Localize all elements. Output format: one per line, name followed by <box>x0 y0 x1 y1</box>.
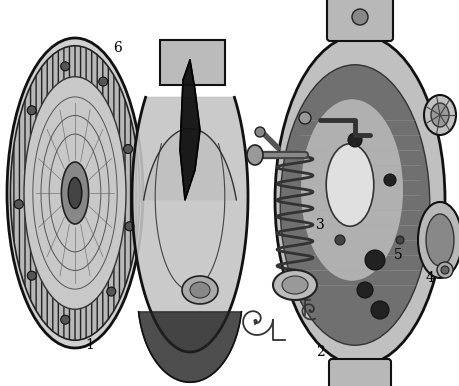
Ellipse shape <box>272 270 316 300</box>
Circle shape <box>61 62 70 71</box>
Circle shape <box>99 77 107 86</box>
Ellipse shape <box>190 282 210 298</box>
Ellipse shape <box>24 77 126 309</box>
Ellipse shape <box>274 35 444 365</box>
Circle shape <box>383 174 395 186</box>
Text: 4: 4 <box>425 271 433 285</box>
Text: 5: 5 <box>393 248 402 262</box>
Ellipse shape <box>61 162 89 224</box>
Ellipse shape <box>423 95 455 135</box>
Circle shape <box>436 262 452 278</box>
FancyBboxPatch shape <box>326 0 392 41</box>
Text: 2: 2 <box>315 345 324 359</box>
Circle shape <box>61 315 70 324</box>
Ellipse shape <box>11 46 139 340</box>
FancyBboxPatch shape <box>160 40 224 85</box>
Ellipse shape <box>68 178 82 208</box>
Polygon shape <box>179 60 200 200</box>
Polygon shape <box>132 97 247 352</box>
Circle shape <box>106 287 116 296</box>
Text: 3: 3 <box>315 218 324 232</box>
Ellipse shape <box>280 65 429 345</box>
Circle shape <box>254 127 264 137</box>
Circle shape <box>395 236 403 244</box>
Text: 6: 6 <box>113 41 122 55</box>
Ellipse shape <box>281 276 308 294</box>
Ellipse shape <box>246 145 263 165</box>
Ellipse shape <box>300 99 402 281</box>
Circle shape <box>14 200 23 209</box>
Circle shape <box>27 106 36 115</box>
Text: 1: 1 <box>85 338 94 352</box>
Circle shape <box>440 266 448 274</box>
Ellipse shape <box>325 144 373 226</box>
Ellipse shape <box>430 103 448 127</box>
Circle shape <box>123 144 132 154</box>
Circle shape <box>364 250 384 270</box>
Circle shape <box>351 9 367 25</box>
Ellipse shape <box>417 202 459 278</box>
Circle shape <box>370 301 388 319</box>
Circle shape <box>334 235 344 245</box>
Ellipse shape <box>182 276 218 304</box>
Polygon shape <box>143 129 236 200</box>
Circle shape <box>356 282 372 298</box>
Ellipse shape <box>425 214 453 266</box>
Circle shape <box>27 271 36 280</box>
Circle shape <box>125 222 134 231</box>
Circle shape <box>347 133 361 147</box>
Circle shape <box>298 112 310 124</box>
Ellipse shape <box>7 38 143 348</box>
FancyBboxPatch shape <box>328 359 390 386</box>
Polygon shape <box>138 312 241 382</box>
